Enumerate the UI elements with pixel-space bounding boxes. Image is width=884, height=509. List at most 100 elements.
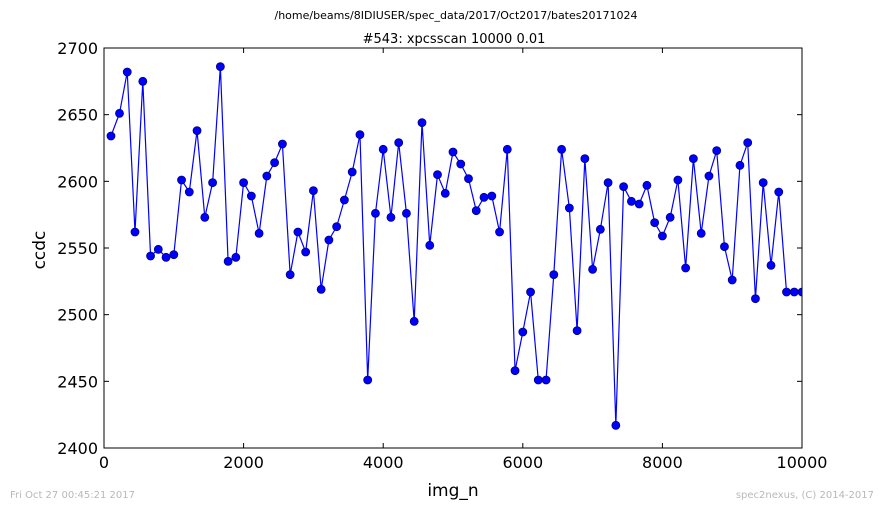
chart-title: #543: xpcsscan 10000 0.01 bbox=[363, 32, 546, 47]
data-point bbox=[495, 227, 504, 237]
data-point bbox=[262, 171, 272, 181]
data-point bbox=[650, 218, 660, 228]
data-point bbox=[479, 192, 489, 202]
data-point bbox=[122, 67, 132, 77]
x-tick-label: 4000 bbox=[363, 453, 404, 472]
data-point bbox=[603, 178, 613, 188]
data-point bbox=[130, 227, 140, 237]
x-tick-label: 10000 bbox=[777, 453, 828, 472]
data-point bbox=[766, 260, 776, 270]
data-point bbox=[735, 160, 745, 170]
series-layer bbox=[106, 62, 802, 430]
data-point bbox=[471, 206, 481, 216]
data-point bbox=[192, 126, 202, 136]
plot-frame bbox=[103, 47, 803, 449]
data-point bbox=[510, 366, 520, 376]
data-point bbox=[541, 375, 551, 385]
data-point bbox=[658, 231, 667, 241]
data-point bbox=[557, 144, 567, 154]
y-tick-label: 2400 bbox=[57, 439, 98, 458]
y-tick-label: 2550 bbox=[57, 239, 98, 258]
data-point bbox=[231, 252, 241, 262]
data-point bbox=[448, 147, 458, 157]
data-point bbox=[487, 191, 497, 201]
data-point bbox=[642, 180, 652, 190]
data-point bbox=[239, 178, 249, 188]
data-point bbox=[308, 186, 318, 196]
data-point bbox=[634, 199, 644, 209]
footer-timestamp: Fri Oct 27 00:45:21 2017 bbox=[10, 490, 135, 501]
data-point bbox=[161, 252, 171, 262]
data-point bbox=[572, 326, 582, 336]
data-point bbox=[223, 256, 233, 266]
data-point bbox=[433, 170, 442, 180]
data-point bbox=[619, 182, 628, 192]
x-tick-label: 8000 bbox=[642, 453, 683, 472]
data-point bbox=[394, 138, 404, 148]
data-point bbox=[386, 212, 396, 222]
data-point bbox=[588, 264, 597, 274]
data-point bbox=[278, 139, 287, 149]
data-point bbox=[727, 275, 737, 285]
data-point bbox=[208, 178, 218, 188]
data-point bbox=[526, 287, 535, 297]
data-point bbox=[751, 294, 760, 304]
data-point bbox=[371, 208, 380, 218]
data-point bbox=[106, 131, 116, 141]
data-point bbox=[316, 284, 326, 294]
data-point bbox=[425, 240, 435, 250]
data-point bbox=[293, 227, 303, 237]
data-point bbox=[301, 247, 311, 257]
data-point bbox=[743, 138, 753, 148]
data-point bbox=[285, 270, 295, 280]
footer-credit: spec2nexus, (C) 2014-2017 bbox=[736, 490, 874, 501]
data-point bbox=[665, 212, 675, 222]
data-point bbox=[673, 175, 683, 185]
data-point bbox=[797, 287, 802, 297]
data-point bbox=[758, 178, 768, 188]
x-tick-label: 6000 bbox=[502, 453, 543, 472]
data-point bbox=[169, 250, 179, 260]
data-point bbox=[378, 144, 388, 154]
data-point bbox=[782, 287, 791, 297]
data-point bbox=[712, 146, 722, 156]
y-tick-label: 2600 bbox=[57, 172, 98, 191]
data-point bbox=[611, 420, 621, 430]
data-point bbox=[595, 224, 605, 234]
data-point bbox=[688, 154, 698, 164]
y-axis-label: ccdc bbox=[30, 231, 50, 270]
data-point bbox=[270, 158, 279, 168]
data-point bbox=[324, 235, 334, 245]
data-point bbox=[402, 208, 411, 218]
data-point bbox=[146, 251, 155, 261]
data-point bbox=[564, 203, 574, 213]
series-line bbox=[110, 66, 802, 426]
data-point bbox=[502, 144, 512, 154]
x-tick-label: 0 bbox=[99, 453, 109, 472]
data-point bbox=[417, 118, 427, 128]
data-point bbox=[115, 108, 124, 118]
data-point bbox=[580, 154, 590, 164]
data-point bbox=[456, 159, 466, 169]
data-point bbox=[254, 228, 264, 238]
data-point bbox=[355, 130, 365, 140]
y-tick-label: 2450 bbox=[57, 372, 98, 391]
y-axis-ticks: 2400 2450 2500 2550 2600 2650 2700 bbox=[57, 39, 802, 458]
x-tick-label: 2000 bbox=[223, 453, 264, 472]
data-point bbox=[549, 270, 559, 280]
chart-suptitle: /home/beams/8IDIUSER/spec_data/2017/Oct2… bbox=[275, 9, 638, 22]
data-point bbox=[681, 263, 691, 273]
data-point bbox=[627, 196, 636, 206]
data-point bbox=[696, 228, 706, 238]
data-point bbox=[518, 327, 528, 337]
data-point bbox=[215, 62, 225, 72]
data-point bbox=[332, 222, 342, 232]
data-point bbox=[153, 244, 163, 254]
x-axis-ticks: 0 2000 4000 6000 8000 10000 bbox=[99, 48, 828, 472]
data-point bbox=[533, 375, 543, 385]
y-tick-label: 2650 bbox=[57, 106, 98, 125]
data-point bbox=[200, 212, 210, 222]
data-point bbox=[184, 187, 194, 197]
y-tick-label: 2500 bbox=[57, 306, 98, 325]
